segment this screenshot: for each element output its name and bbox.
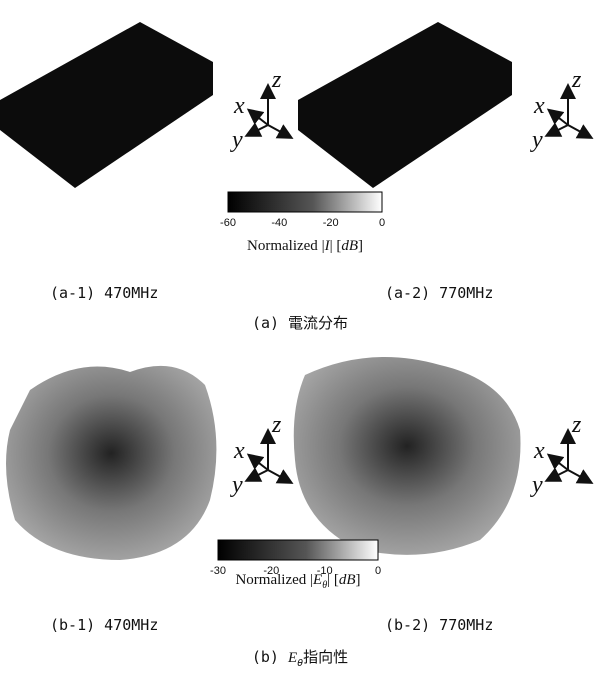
axis-label: z [271,67,282,93]
axis-label: y [530,127,543,153]
colorbar-tick-label: -60 [220,217,236,229]
axis-arrow [250,111,268,125]
subfigure-caption: (b-2) 770MHz [385,616,493,634]
axis-label: z [571,67,582,93]
colorbar-tick-label: -20 [323,217,339,229]
colorbar-tick-label: -40 [271,217,287,229]
axis-label: x [233,438,245,464]
device-model [0,22,213,188]
colorbar-tick-label: 0 [375,565,381,577]
axis-arrow [550,111,568,125]
axis-label: x [533,438,545,464]
caption: (a) 電流分布 [252,314,348,332]
axis-label: y [230,127,243,153]
axis-arrow [248,125,268,135]
colorbar-tick-label: -10 [317,565,333,577]
axis-label: x [233,93,245,119]
axis-arrow [268,125,290,137]
axis-arrow [250,456,268,470]
radiation-pattern [294,357,521,555]
axis-arrow [248,470,268,480]
subfigure-caption: (a-2) 770MHz [385,284,493,302]
axis-label: z [571,412,582,438]
axis-label: z [271,412,282,438]
colorbar [218,540,378,560]
colorbar [228,192,382,212]
axis-arrow [548,125,568,135]
device-model [298,22,512,188]
colorbar-label: Normalized |Eθ| [dB] [235,572,360,591]
axis-label: y [230,472,243,498]
subfigure-caption: (b-1) 470MHz [50,616,158,634]
axis-arrow [548,470,568,480]
axis-arrow [568,125,590,137]
figure: Normalized |I| [dB] Normalized |Eθ| [dB]… [0,0,602,673]
caption: (b) Eθ指向性 [252,648,348,669]
colorbar-label: Normalized |I| [dB] [247,238,363,254]
subfigure-caption: (a-1) 470MHz [50,284,158,302]
axis-label: y [530,472,543,498]
colorbar-tick-label: 0 [379,217,385,229]
axis-arrow [550,456,568,470]
radiation-pattern [6,366,216,560]
colorbar-tick-label: -30 [210,565,226,577]
axis-label: x [533,93,545,119]
axis-arrow [568,470,590,482]
colorbar-tick-label: -20 [263,565,279,577]
axis-arrow [268,470,290,482]
